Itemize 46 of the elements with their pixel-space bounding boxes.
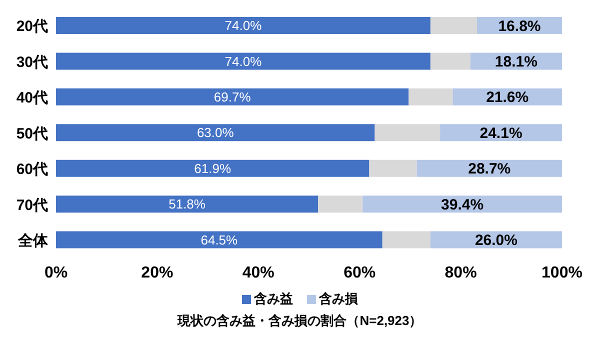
data-label: 26.0%: [474, 232, 518, 250]
bar: [56, 17, 430, 34]
bar: [408, 88, 453, 106]
y-tick-label: 50代: [16, 125, 48, 142]
data-label: 74.0%: [224, 54, 262, 69]
data-label: 74.0%: [224, 18, 262, 34]
legend-label: 含み益: [252, 290, 293, 308]
bar: [56, 88, 409, 106]
bar: [318, 196, 363, 213]
legend-label: 含み損: [318, 290, 358, 308]
data-label: 21.6%: [486, 89, 529, 106]
x-tick-label: 80%: [444, 264, 477, 282]
x-tick-label: 60%: [344, 264, 376, 282]
y-tick-label: 40代: [16, 90, 48, 107]
data-label: 69.7%: [214, 89, 252, 104]
data-label: 24.1%: [480, 124, 522, 142]
bar: [56, 196, 318, 213]
bar: [56, 160, 370, 177]
bar: [382, 231, 430, 248]
data-label: 64.5%: [200, 232, 238, 248]
data-label: 61.9%: [194, 160, 232, 176]
x-tick-label: 100%: [542, 264, 582, 282]
y-tick-label: 70代: [16, 196, 48, 214]
bar: [430, 17, 477, 34]
x-tick-label: 0%: [44, 264, 68, 282]
y-tick-label: 20代: [16, 18, 48, 36]
bar: [374, 124, 440, 142]
y-tick-label: 60代: [16, 161, 48, 178]
data-label: 16.8%: [498, 18, 541, 35]
data-label: 51.8%: [168, 196, 206, 212]
bar: [369, 160, 417, 177]
bar: [430, 52, 470, 70]
text: 現状の含み益・含み損の割合（N=2,923）: [176, 312, 424, 330]
bar: [56, 52, 430, 70]
data-label: 63.0%: [196, 125, 234, 140]
bar: [56, 231, 382, 248]
bar: [362, 196, 562, 213]
y-tick-label: 全体: [17, 232, 49, 250]
x-tick-label: 40%: [242, 264, 274, 282]
x-tick-label: 20%: [141, 264, 174, 282]
bar: [416, 160, 562, 177]
y-tick-label: 30代: [16, 54, 48, 71]
data-label: 28.7%: [468, 160, 511, 178]
data-label: 18.1%: [494, 53, 538, 70]
bar: [56, 124, 375, 142]
data-label: 39.4%: [441, 196, 484, 214]
